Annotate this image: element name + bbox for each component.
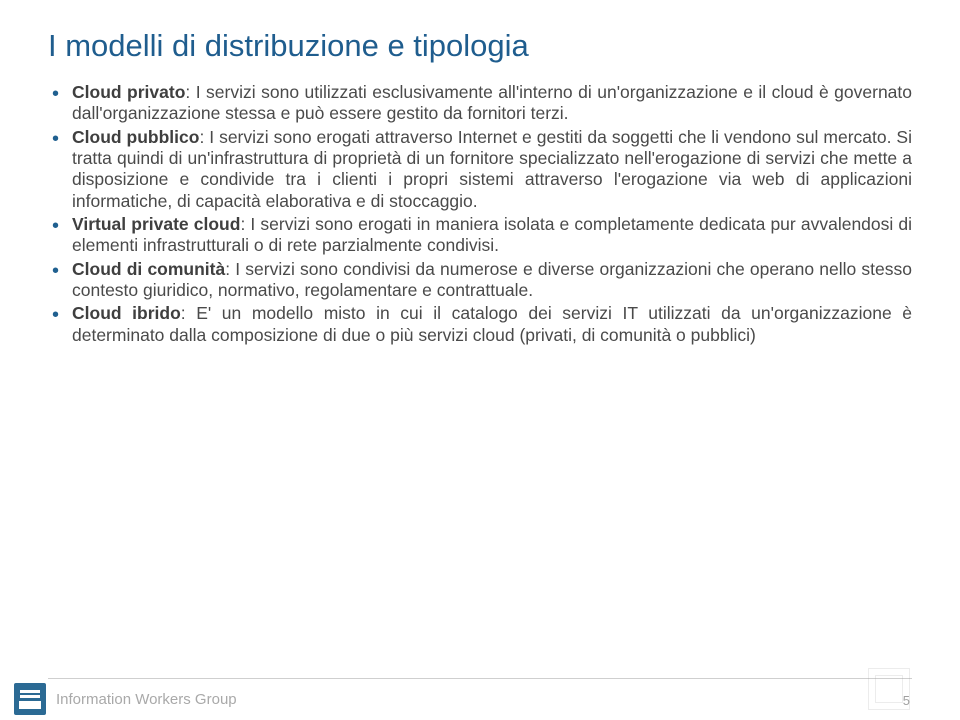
footer: Information Workers Group 5 bbox=[0, 678, 960, 720]
list-item: Cloud privato: I servizi sono utilizzati… bbox=[48, 82, 912, 125]
item-term: Cloud pubblico bbox=[72, 127, 199, 147]
content-area: Cloud privato: I servizi sono utilizzati… bbox=[48, 82, 912, 720]
footer-text: Information Workers Group bbox=[56, 691, 237, 708]
page-number: 5 bbox=[903, 693, 910, 708]
footer-divider bbox=[48, 678, 912, 679]
item-text: : E' un modello misto in cui il catalogo… bbox=[72, 303, 912, 344]
slide-title: I modelli di distribuzione e tipologia bbox=[48, 28, 912, 64]
bullet-list: Cloud privato: I servizi sono utilizzati… bbox=[48, 82, 912, 346]
list-item: Cloud ibrido: E' un modello misto in cui… bbox=[48, 303, 912, 346]
item-term: Cloud privato bbox=[72, 82, 185, 102]
item-term: Cloud di comunità bbox=[72, 259, 225, 279]
footer-logo-icon bbox=[14, 683, 46, 715]
item-text: : I servizi sono utilizzati esclusivamen… bbox=[72, 82, 912, 123]
list-item: Cloud di comunità: I servizi sono condiv… bbox=[48, 259, 912, 302]
list-item: Cloud pubblico: I servizi sono erogati a… bbox=[48, 127, 912, 212]
item-term: Cloud ibrido bbox=[72, 303, 181, 323]
list-item: Virtual private cloud: I servizi sono er… bbox=[48, 214, 912, 257]
item-term: Virtual private cloud bbox=[72, 214, 240, 234]
